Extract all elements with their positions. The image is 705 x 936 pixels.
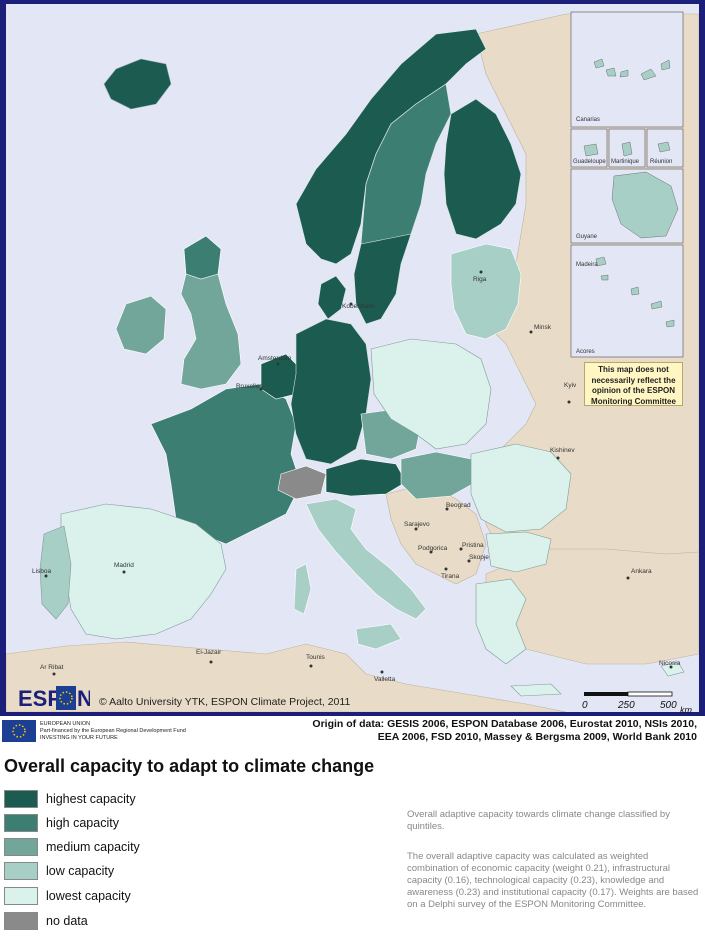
legend-label: no data xyxy=(46,914,88,928)
legend-swatch xyxy=(4,862,38,880)
sweden-south xyxy=(353,233,412,325)
city-label-tounis: Tounis xyxy=(306,654,326,661)
legend-item-highest: highest capacity xyxy=(4,789,136,809)
ireland xyxy=(115,295,167,355)
city-label-amsterdam: Amsterdam xyxy=(258,355,291,362)
legend-item-medium: medium capacity xyxy=(4,837,140,857)
espon-logo: ESP N xyxy=(18,686,90,711)
city-label-valletta: Valletta xyxy=(374,676,396,683)
eu-funding-text: EUROPEAN UNION Part-financed by the Euro… xyxy=(40,721,186,742)
europe-map: Canarias Guadeloupe Martinique Réunion G… xyxy=(6,4,699,712)
legend-swatch xyxy=(4,814,38,832)
legend-label: medium capacity xyxy=(46,840,140,854)
city-label-madrid: Madrid xyxy=(114,562,134,569)
portugal xyxy=(39,525,72,620)
city-label-podgorica: Podgorica xyxy=(418,545,448,552)
finland xyxy=(443,98,522,240)
inset-label-guyane: Guyane xyxy=(576,234,598,240)
hungary xyxy=(400,451,477,500)
city-label-kobenhavn: Kobenhavn xyxy=(342,303,375,310)
italy xyxy=(305,498,427,620)
inset-label-canarias: Canarias xyxy=(576,117,600,123)
svg-text:ESP: ESP xyxy=(18,686,62,711)
legend-item-low: low capacity xyxy=(4,861,114,881)
legend-item-high: high capacity xyxy=(4,813,119,833)
non-espon-land-balkans xyxy=(385,483,487,585)
scale-bar: 0 250 500 km xyxy=(582,691,692,714)
city-label-nicosia: Nicosia xyxy=(659,660,681,667)
inset-label-madeira: Madeira xyxy=(576,262,598,268)
legend-swatch xyxy=(4,790,38,808)
legend-swatch xyxy=(4,838,38,856)
scale-unit: km xyxy=(680,705,692,714)
city-label-kishinev: Kishinev xyxy=(550,447,575,454)
city-label-kyiv: Kyiv xyxy=(564,382,577,389)
inset-label-martinique: Martinique xyxy=(611,159,640,165)
scotland-highlands xyxy=(183,235,222,280)
legend-label: low capacity xyxy=(46,864,115,878)
legend-title: Overall capacity to adapt to climate cha… xyxy=(4,756,375,776)
city-label-minsk: Minsk xyxy=(534,324,552,331)
city-label-tirana: Tirana xyxy=(441,573,460,580)
city-label-pristina: Pristina xyxy=(462,542,484,549)
eu-flag-icon xyxy=(2,720,36,742)
eu-line-2: Part-financed by the European Regional D… xyxy=(40,728,186,734)
scale-tick-0: 0 xyxy=(582,700,588,711)
city-label-ankara: Ankara xyxy=(631,568,652,575)
legend-label: high capacity xyxy=(46,816,119,830)
legend-label: highest capacity xyxy=(46,792,136,806)
description-method: The overall adaptive capacity was calcul… xyxy=(407,851,699,910)
bulgaria xyxy=(485,531,552,573)
inset-label-guadeloupe: Guadeloupe xyxy=(573,159,606,165)
legend-item-nodata: no data xyxy=(4,911,88,931)
city-label-beograd: Beograd xyxy=(446,502,471,509)
description-summary: Overall adaptive capacity towards climat… xyxy=(407,809,670,832)
legend-swatch xyxy=(4,887,38,905)
map-disclaimer: This map does not necessarily reflect th… xyxy=(584,362,683,406)
legend-item-lowest: lowest capacity xyxy=(4,886,131,906)
city-label-bruxelles: Bruxelles xyxy=(236,383,263,390)
poland xyxy=(370,338,492,450)
data-origin-line-2: EEA 2006, FSD 2010, Massey & Bergsma 200… xyxy=(377,731,697,743)
sicily xyxy=(355,623,402,650)
austria xyxy=(325,458,407,497)
inset-label-reunion: Réunion xyxy=(650,159,672,165)
cyprus xyxy=(660,661,685,677)
data-origin-line-1: Origin of data: GESIS 2006, ESPON Databa… xyxy=(312,718,697,730)
romania xyxy=(470,443,572,533)
scale-tick-500: 500 xyxy=(660,700,677,711)
map-frame: Canarias Guadeloupe Martinique Réunion G… xyxy=(0,0,705,716)
legend-label: lowest capacity xyxy=(46,889,131,903)
city-label-el-jazair: El-Jazair xyxy=(196,649,222,656)
eu-line-1: EUROPEAN UNION xyxy=(40,721,91,727)
eu-line-3: INVESTING IN YOUR FUTURE xyxy=(40,735,118,741)
city-label-ar-ribat: Ar Ribat xyxy=(40,664,64,671)
city-label-riga: Riga xyxy=(473,276,487,283)
france xyxy=(150,383,302,545)
inset-label-acores: Acores xyxy=(576,349,595,355)
non-espon-land-africa xyxy=(6,641,567,712)
switzerland xyxy=(277,465,327,500)
city-label-sarajevo: Sarajevo xyxy=(404,521,430,528)
germany xyxy=(290,318,372,465)
map-copyright: © Aalto University YTK, ESPON Climate Pr… xyxy=(99,696,351,708)
inset-panels: Canarias Guadeloupe Martinique Réunion G… xyxy=(570,11,684,358)
city-label-skopje: Skopje xyxy=(469,554,489,561)
greece xyxy=(475,578,527,665)
denmark xyxy=(317,275,347,320)
iceland xyxy=(103,58,172,110)
city-labels: Riga Minsk Kyiv Kishinev Beograd Sarajev… xyxy=(32,270,681,683)
scale-tick-250: 250 xyxy=(617,700,635,711)
data-origin: Origin of data: GESIS 2006, ESPON Databa… xyxy=(277,718,697,744)
sardinia xyxy=(293,563,312,615)
svg-text:N: N xyxy=(77,686,90,711)
legend-swatch xyxy=(4,912,38,930)
city-label-lisboa: Lisboa xyxy=(32,568,52,575)
baltics xyxy=(450,243,522,340)
crete xyxy=(510,683,562,697)
